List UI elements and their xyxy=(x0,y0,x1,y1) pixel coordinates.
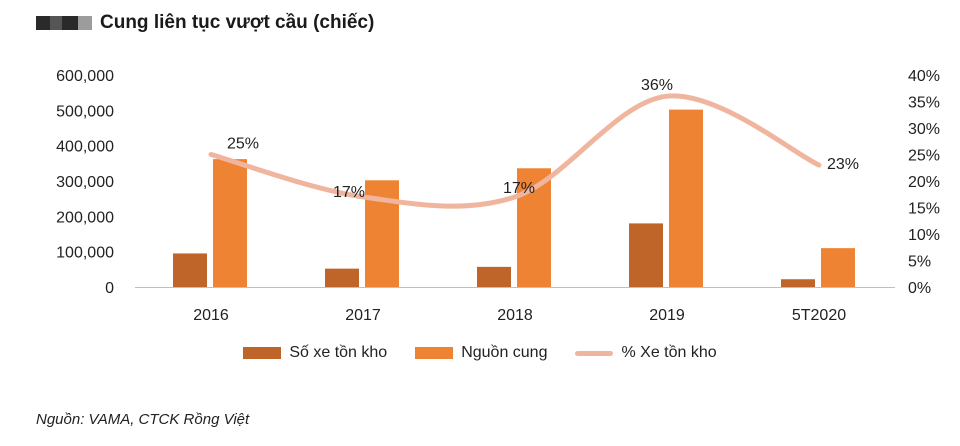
legend-item-supply: Nguồn cung xyxy=(415,344,547,362)
bar-inventory xyxy=(477,266,511,287)
legend-label-supply: Nguồn cung xyxy=(461,344,548,361)
chart-header: Cung liên tục vượt cầu (chiếc) xyxy=(36,10,374,36)
legend-swatch-inventory xyxy=(243,347,282,359)
x-tick-label: 5T2020 xyxy=(792,307,846,324)
chart-legend: Số xe tồn kho Nguồn cung % Xe tồn kho xyxy=(0,344,960,362)
bar-supply xyxy=(669,109,703,287)
y-left-tick-label: 200,000 xyxy=(56,209,114,226)
bar-inventory xyxy=(173,253,207,287)
y-right-tick-label: 15% xyxy=(908,201,940,218)
source-note: Nguồn: VAMA, CTCK Rồng Việt xyxy=(36,411,250,428)
x-tick-label: 2019 xyxy=(649,307,685,324)
y-right-tick-label: 10% xyxy=(908,227,940,244)
x-tick-label: 2018 xyxy=(497,307,533,324)
y-left-tick-label: 0 xyxy=(105,280,114,297)
y-right-tick-label: 25% xyxy=(908,148,940,165)
data-label-pct: 17% xyxy=(333,184,365,201)
y-left-tick-label: 400,000 xyxy=(56,139,114,156)
data-label-pct: 17% xyxy=(503,180,535,197)
y-right-tick-label: 35% xyxy=(908,95,940,112)
y-left-tick-label: 300,000 xyxy=(56,174,114,191)
bar-inventory xyxy=(325,268,359,287)
bar-inventory xyxy=(629,223,663,287)
bar-supply xyxy=(213,159,247,287)
legend-label-inventory: Số xe tồn kho xyxy=(289,344,388,361)
y-left-tick-label: 500,000 xyxy=(56,103,114,120)
y-right-tick-label: 40% xyxy=(908,68,940,85)
y-left-tick-label: 600,000 xyxy=(56,68,114,85)
legend-label-pct: % Xe tồn kho xyxy=(621,344,717,361)
chart-title: Cung liên tục vượt cầu (chiếc) xyxy=(100,12,375,33)
x-tick-label: 2016 xyxy=(193,307,229,324)
data-label-pct: 23% xyxy=(827,156,859,173)
logo-mark-icon xyxy=(36,16,92,30)
data-label-pct: 25% xyxy=(227,136,259,153)
y-right-tick-label: 0% xyxy=(908,280,931,297)
legend-item-inventory: Số xe tồn kho xyxy=(243,344,387,362)
legend-item-pct: % Xe tồn kho xyxy=(575,344,717,362)
line-pct-inventory xyxy=(208,93,822,209)
bar-inventory xyxy=(781,279,815,287)
data-label-pct: 36% xyxy=(641,77,673,94)
legend-swatch-supply xyxy=(415,347,454,359)
y-left-tick-label: 100,000 xyxy=(56,245,114,262)
y-right-tick-label: 30% xyxy=(908,121,940,138)
bar-supply xyxy=(821,248,855,287)
chart-canvas: 0 100,000 200,000 300,000 400,000 500,000 600,… xyxy=(56,68,940,324)
legend-swatch-pct xyxy=(575,350,614,356)
y-right-tick-label: 5% xyxy=(908,254,931,271)
y-right-tick-label: 20% xyxy=(908,174,940,191)
x-tick-label: 2017 xyxy=(345,307,381,324)
